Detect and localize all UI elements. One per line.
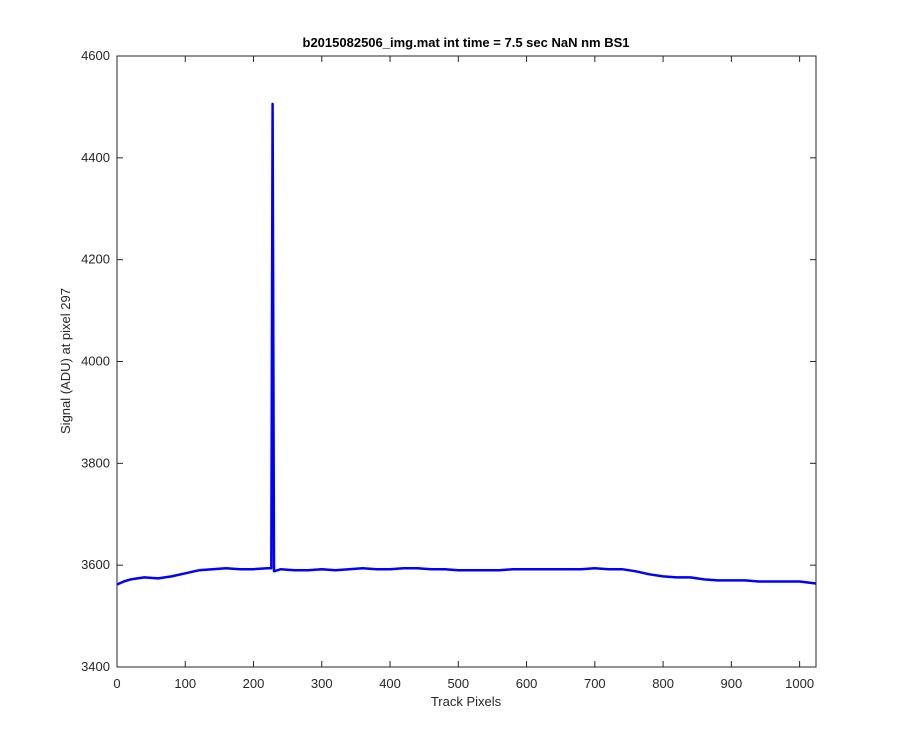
series-line-1	[116, 102, 817, 586]
y-tick-label: 4400	[81, 150, 110, 165]
x-tick-label: 1000	[785, 676, 814, 691]
y-axis-ticks: 3400 3600 3800 4000 4200 4400 4600	[81, 48, 816, 674]
y-tick-label: 3800	[81, 455, 110, 470]
x-tick-label: 800	[652, 676, 674, 691]
x-tick-label: 700	[584, 676, 606, 691]
x-axis-label: Track Pixels	[431, 694, 502, 709]
x-tick-label: 500	[447, 676, 469, 691]
chart-title: b2015082506_img.mat int time = 7.5 sec N…	[303, 35, 630, 50]
x-axis-ticks: 0 100 200 300 400 500 600 700 800 900 1000	[113, 56, 814, 691]
y-tick-label: 3600	[81, 557, 110, 572]
y-tick-label: 4200	[81, 252, 110, 267]
x-tick-label: 400	[379, 676, 401, 691]
y-tick-label: 4600	[81, 48, 110, 63]
x-tick-label: 900	[721, 676, 743, 691]
x-tick-label: 300	[311, 676, 333, 691]
plot-frame	[116, 55, 817, 668]
x-tick-label: 600	[516, 676, 538, 691]
x-tick-label: 200	[243, 676, 265, 691]
series-layer	[116, 102, 817, 586]
x-tick-label: 100	[174, 676, 196, 691]
y-tick-label: 3400	[81, 659, 110, 674]
plot-background	[117, 56, 816, 667]
y-axis-label: Signal (ADU) at pixel 297	[58, 288, 73, 434]
y-tick-label: 4000	[81, 354, 110, 369]
x-tick-label: 0	[113, 676, 120, 691]
